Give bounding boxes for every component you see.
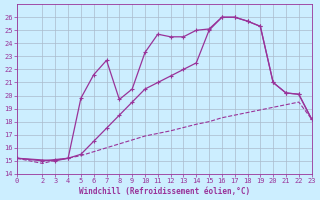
X-axis label: Windchill (Refroidissement éolien,°C): Windchill (Refroidissement éolien,°C) [79, 187, 250, 196]
